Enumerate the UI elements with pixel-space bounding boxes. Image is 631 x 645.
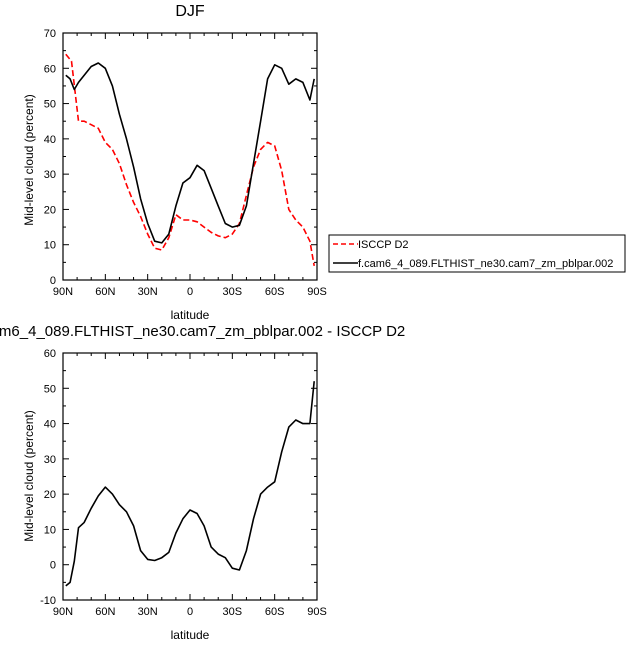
x-tick-label: 30N	[138, 606, 158, 618]
x-tick-label: 90N	[53, 286, 73, 298]
x-tick-label: 0	[187, 286, 193, 298]
y-tick-label: 30	[44, 169, 56, 181]
axis-ticks: 0 10 20 30 40 50 60 70 90N 60N 30N 0 30S 60S 90S	[44, 28, 327, 298]
x-tick-label: 30S	[223, 286, 243, 298]
y-tick-label: 0	[50, 560, 56, 572]
chart-title: f.cam6_4_089.FLTHIST_ne30.cam7_zm_pblpar…	[0, 323, 405, 340]
x-tick-label: 60S	[265, 286, 285, 298]
y-tick-label: 30	[44, 454, 56, 466]
x-tick-label: 30N	[138, 286, 158, 298]
x-tick-label: 30S	[223, 606, 243, 618]
legend-label-isccp: ISCCP D2	[358, 239, 409, 251]
series-line-1	[65, 62, 315, 244]
x-tick-label: 90S	[307, 286, 327, 298]
plot-frame	[62, 32, 318, 281]
series-line-0	[65, 381, 315, 587]
legend-label-model: f.cam6_4_089.FLTHIST_ne30.cam7_zm_pblpar…	[358, 258, 613, 270]
panel-top: DJF Mid-level cloud (percent) latitude 0…	[22, 3, 626, 322]
y-axis-label: Mid-level cloud (percent)	[22, 94, 36, 225]
x-tick-label: 0	[187, 606, 193, 618]
y-tick-label: 40	[44, 134, 56, 146]
x-axis-label: latitude	[171, 308, 210, 322]
x-tick-label: 60S	[265, 606, 285, 618]
y-tick-label: 10	[44, 524, 56, 536]
y-axis-label: Mid-level cloud (percent)	[22, 410, 36, 541]
panel-bottom: f.cam6_4_089.FLTHIST_ne30.cam7_zm_pblpar…	[0, 323, 405, 642]
plot-lines	[65, 53, 315, 267]
y-tick-label: 40	[44, 419, 56, 431]
plot-frame	[62, 352, 318, 601]
axis-ticks: -10 0 10 20 30 40 50 60 90N 60N 30N 0 30S 60S 90S	[40, 348, 327, 618]
y-tick-label: 10	[44, 240, 56, 252]
y-tick-label: 70	[44, 28, 56, 40]
y-tick-label: 50	[44, 99, 56, 111]
chart-title: DJF	[175, 3, 205, 20]
series-line-0	[65, 53, 315, 267]
legend: ISCCP D2 f.cam6_4_089.FLTHIST_ne30.cam7_…	[328, 234, 626, 273]
x-tick-label: 60N	[95, 286, 115, 298]
plot-lines	[65, 381, 315, 587]
y-tick-label: 60	[44, 63, 56, 75]
x-tick-label: 90N	[53, 606, 73, 618]
y-tick-label: 60	[44, 348, 56, 360]
y-tick-label: 0	[50, 275, 56, 287]
y-tick-label: 20	[44, 489, 56, 501]
x-tick-label: 60N	[95, 606, 115, 618]
y-tick-label: 50	[44, 383, 56, 395]
y-tick-label: 20	[44, 204, 56, 216]
x-axis-label: latitude	[171, 628, 210, 642]
y-tick-label: -10	[40, 595, 56, 607]
legend-box	[328, 234, 626, 273]
x-tick-label: 90S	[307, 606, 327, 618]
